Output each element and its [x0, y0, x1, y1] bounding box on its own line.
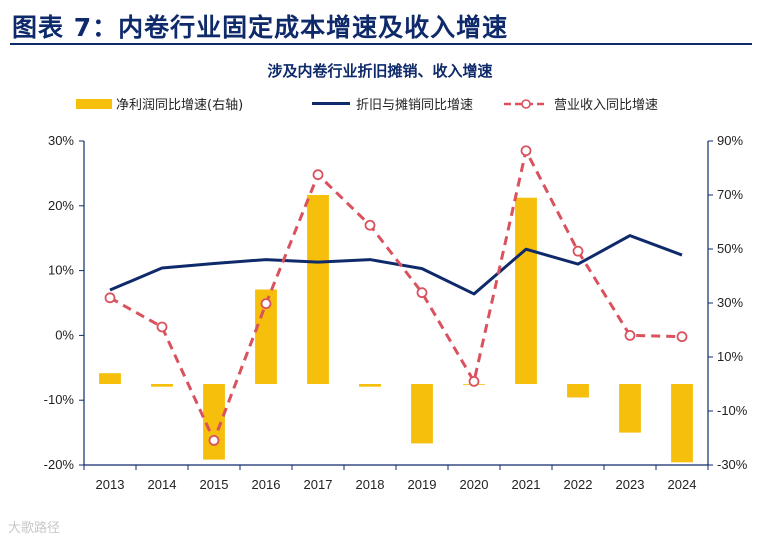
profit-bar [307, 195, 329, 384]
legend-label-revenue: 营业收入同比增速 [554, 98, 659, 113]
right-tick-label: -30% [717, 457, 748, 472]
x-tick-label: 2013 [96, 477, 125, 492]
revenue-line [109, 149, 683, 442]
x-tick-label: 2021 [512, 477, 541, 492]
revenue-line-group [104, 145, 688, 446]
left-tick-label: 20% [48, 198, 74, 213]
x-tick-label: 2022 [564, 477, 593, 492]
axes-group [79, 140, 713, 470]
profit-bar [255, 289, 277, 384]
left-tick-label: 10% [48, 263, 74, 278]
x-tick-label: 2018 [356, 477, 385, 492]
revenue-point [416, 287, 428, 299]
legend-bar-swatch [76, 98, 112, 109]
depreciation-line-group [109, 234, 683, 296]
legend-label-profit: 净利润同比增速(右轴) [116, 98, 244, 113]
revenue-point [364, 219, 376, 231]
right-tick-label: -10% [717, 403, 748, 418]
legend-line-swatch [312, 102, 350, 105]
profit-bar [515, 197, 537, 384]
depreciation-line [109, 234, 683, 296]
right-tick-label: 90% [717, 133, 743, 148]
revenue-point [624, 329, 636, 341]
x-tick-label: 2020 [460, 477, 489, 492]
revenue-point [676, 331, 688, 343]
revenue-point [572, 245, 584, 257]
right-tick-label: 70% [717, 187, 743, 202]
x-tick-label: 2019 [408, 477, 437, 492]
legend-item-profit: 净利润同比增速(右轴) [76, 94, 243, 113]
tick-labels-group: -20% -10% 0% 10% 20% 30% -30% -10% 10% 30% 50% 70% 9… [44, 133, 748, 492]
profit-bar [99, 373, 121, 384]
legend-dash-swatch [504, 98, 548, 109]
revenue-point [260, 298, 272, 310]
title-divider [10, 43, 752, 45]
revenue-point [468, 376, 480, 387]
x-tick-label: 2015 [200, 477, 229, 492]
profit-bar [203, 384, 225, 460]
revenue-point [156, 321, 168, 333]
right-tick-label: 50% [717, 241, 743, 256]
right-tick-label: 30% [717, 295, 743, 310]
watermark: 大歌路径 [8, 521, 61, 536]
left-tick-label: -10% [44, 392, 75, 407]
legend-item-depreciation: 折旧与摊销同比增速 [312, 94, 473, 113]
x-tick-label: 2017 [304, 477, 333, 492]
x-tick-label: 2023 [616, 477, 645, 492]
x-tick-label: 2014 [148, 477, 177, 492]
page-title: 图表 7：内卷行业固定成本增速及收入增速 [12, 13, 509, 42]
revenue-point [312, 169, 324, 181]
bars-group [99, 195, 693, 463]
left-tick-label: 30% [48, 133, 74, 148]
profit-bar [359, 384, 381, 387]
chart-legend: 净利润同比增速(右轴) 折旧与摊销同比增速 营业收入同比增速 [0, 94, 760, 114]
profit-bar [671, 384, 693, 463]
revenue-point [520, 145, 532, 157]
profit-bar [151, 384, 173, 387]
legend-item-revenue: 营业收入同比增速 [504, 94, 658, 113]
left-tick-label: -20% [44, 457, 75, 472]
legend-label-depreciation: 折旧与摊销同比增速 [356, 98, 474, 113]
profit-bar [411, 384, 433, 444]
x-tick-label: 2016 [252, 477, 281, 492]
revenue-point [208, 434, 220, 446]
profit-bar [567, 384, 589, 398]
left-tick-label: 0% [55, 327, 74, 342]
revenue-point [104, 292, 116, 304]
profit-bar [619, 384, 641, 433]
chart-title: 涉及内卷行业折旧摊销、收入增速 [267, 62, 493, 80]
x-tick-label: 2024 [668, 477, 697, 492]
right-tick-label: 10% [717, 349, 743, 364]
